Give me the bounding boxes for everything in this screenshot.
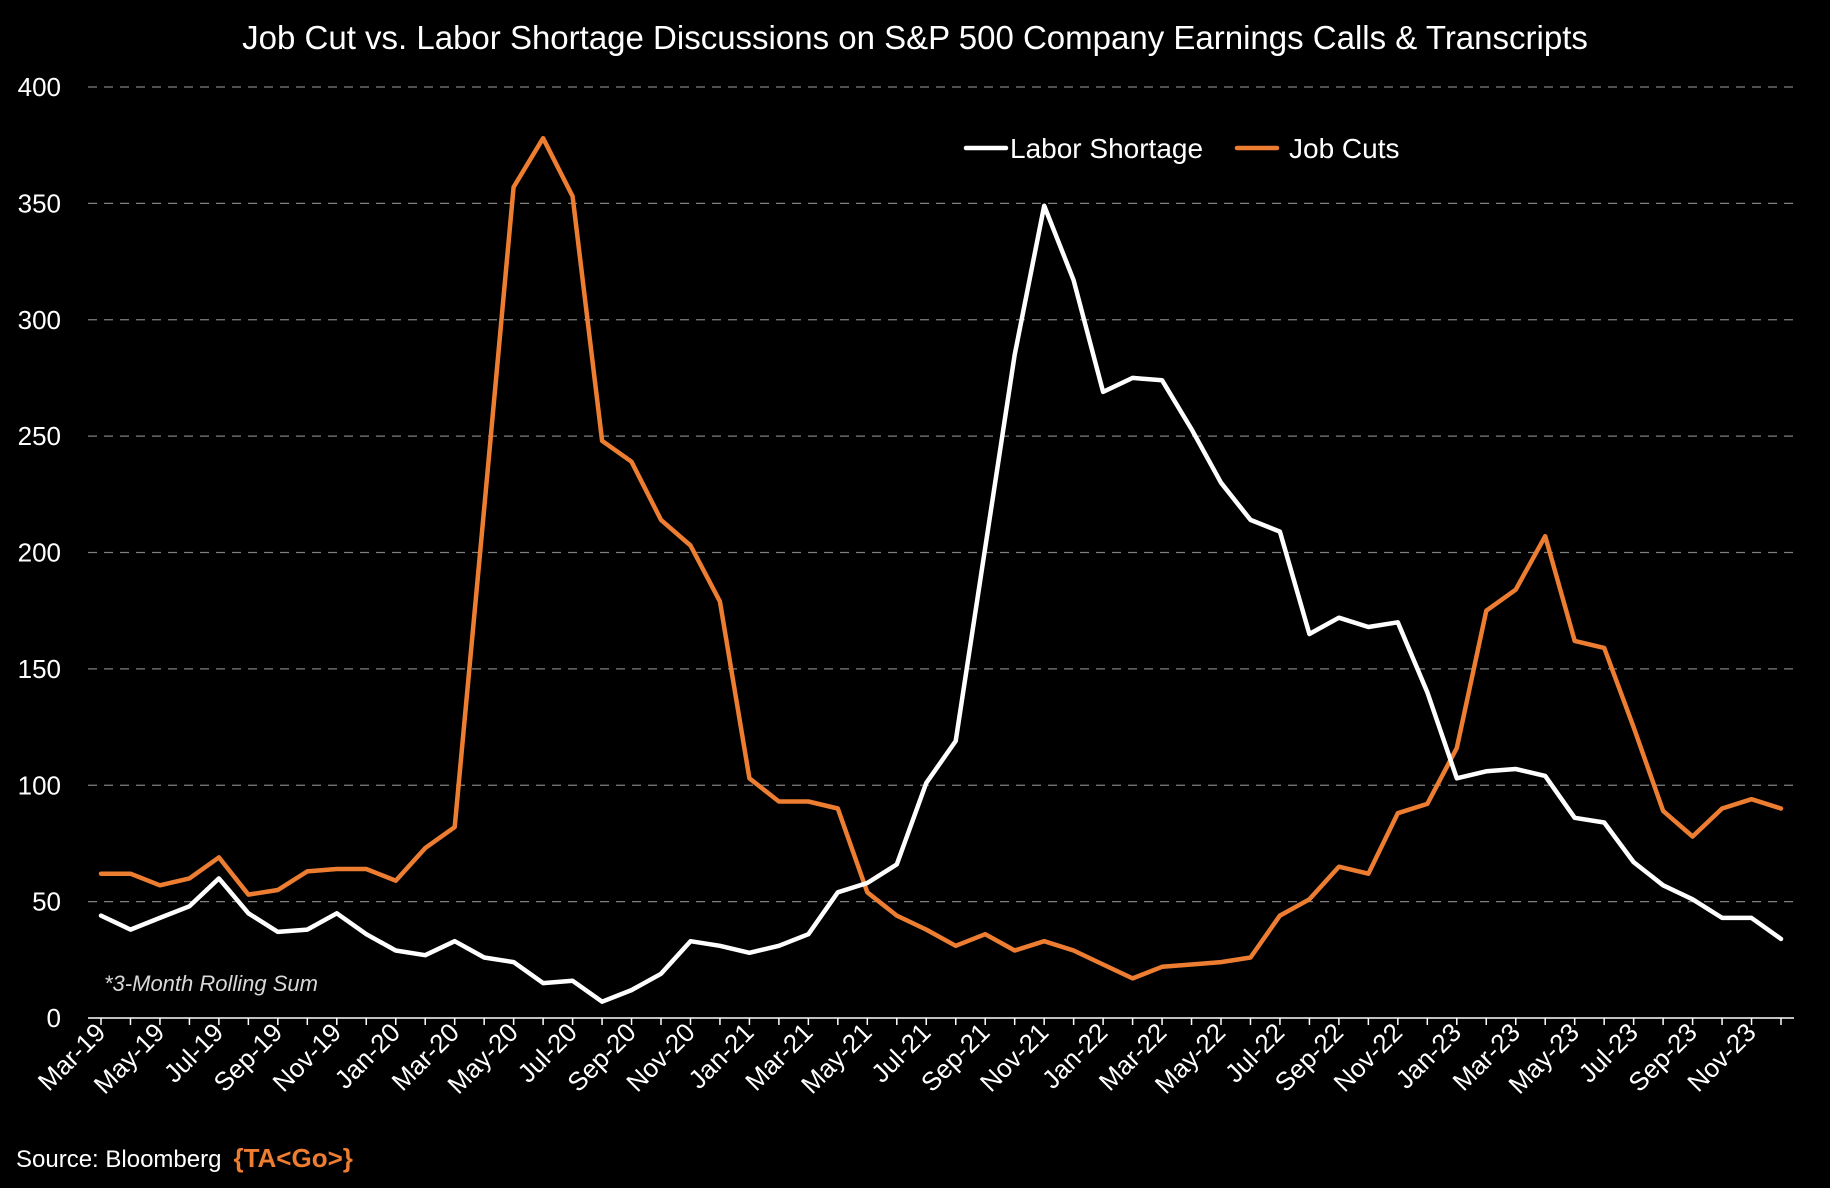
y-tick-label-350: 350 xyxy=(18,188,61,218)
series-line-job-cuts xyxy=(98,135,1784,981)
y-tick-label-0: 0 xyxy=(47,1003,61,1033)
legend-label-labor-shortage: Labor Shortage xyxy=(1010,133,1203,164)
y-axis-ticks: 0 50 100 150 200 250 300 350 400 xyxy=(18,72,61,1033)
y-tick-label-250: 250 xyxy=(18,421,61,451)
ta-go-tag: {TA<Go>} xyxy=(233,1143,352,1173)
gridlines xyxy=(88,86,1794,903)
rolling-sum-note: *3-Month Rolling Sum xyxy=(104,971,318,996)
chart-title: Job Cut vs. Labor Shortage Discussions o… xyxy=(242,19,1588,56)
y-tick-label-100: 100 xyxy=(18,770,61,800)
y-tick-label-200: 200 xyxy=(18,538,61,568)
legend-label-job-cuts: Job Cuts xyxy=(1289,133,1400,164)
series-line-labor-shortage xyxy=(98,203,1784,1004)
y-tick-label-300: 300 xyxy=(18,305,61,335)
series-lines xyxy=(98,135,1784,1004)
source-footer: Source: Bloomberg {TA<Go>} xyxy=(16,1143,353,1173)
y-tick-label-400: 400 xyxy=(18,72,61,102)
y-tick-label-150: 150 xyxy=(18,654,61,684)
legend: Labor Shortage Job Cuts xyxy=(963,133,1400,164)
source-label: Source: Bloomberg xyxy=(16,1146,221,1173)
y-tick-label-50: 50 xyxy=(32,887,61,917)
